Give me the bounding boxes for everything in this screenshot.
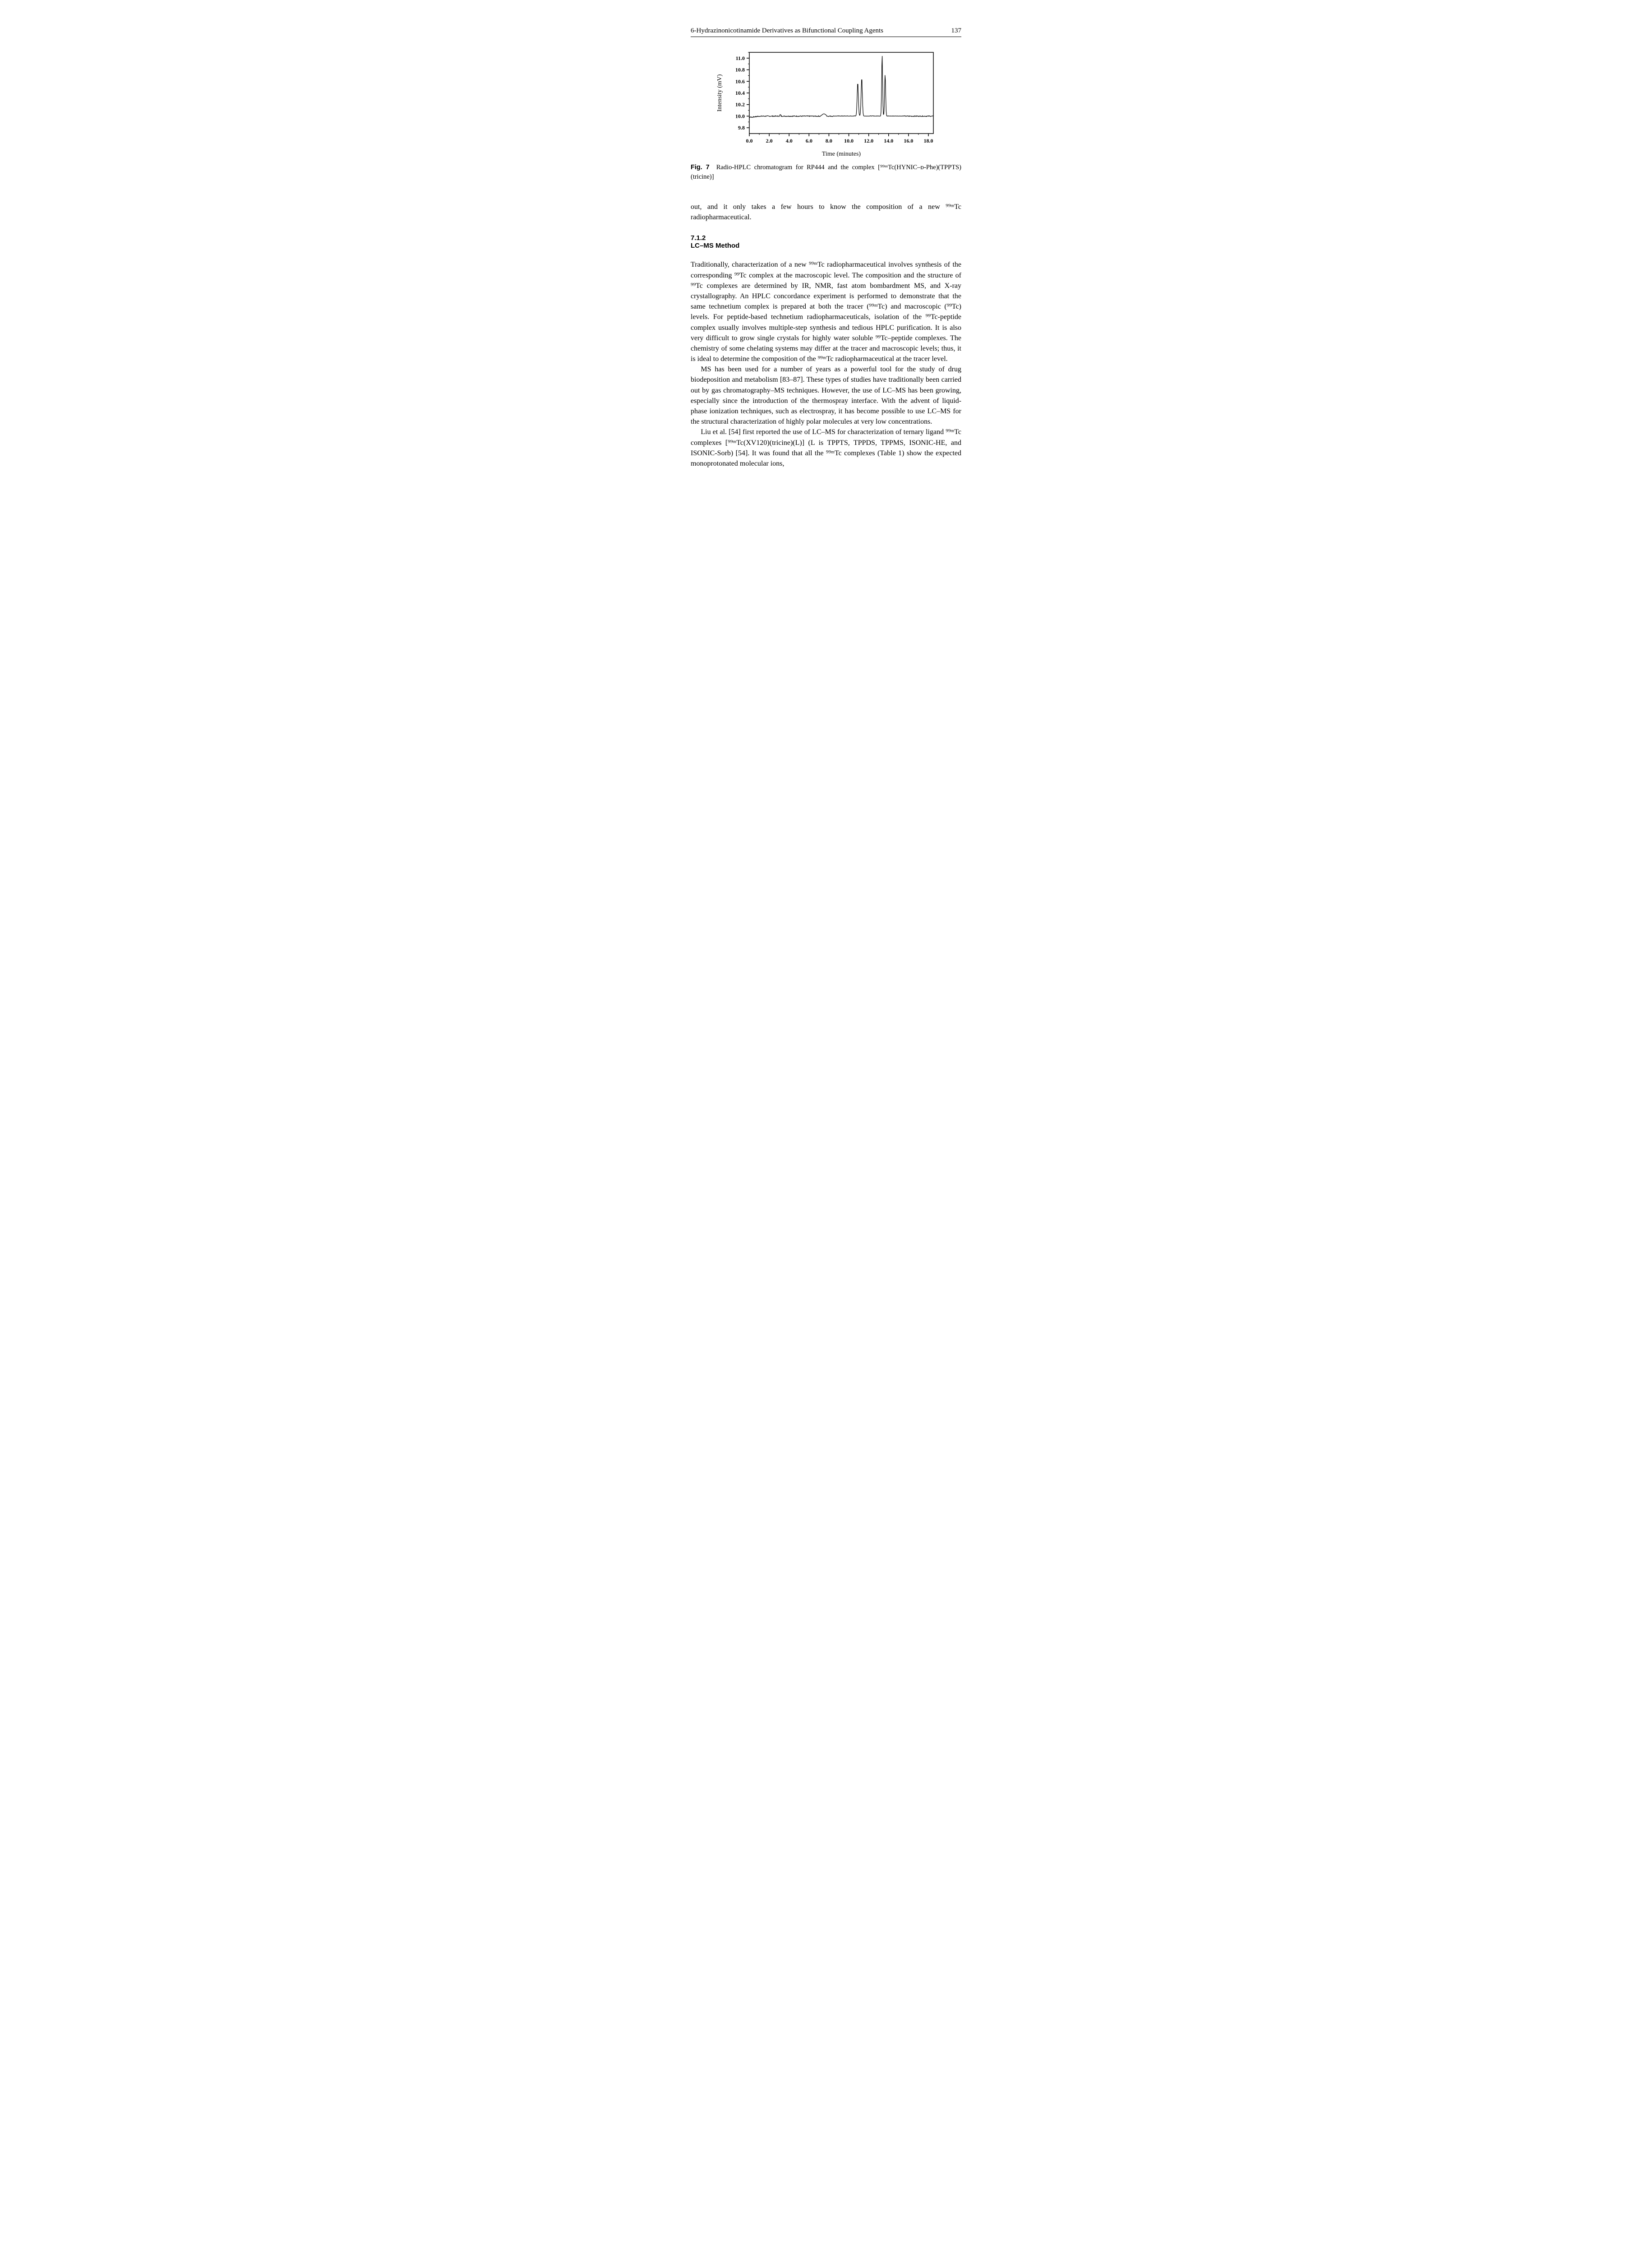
running-header: 6-Hydrazinonicotinamide Derivatives as B… [691,27,961,37]
svg-text:10.2: 10.2 [735,102,745,108]
figure-caption-text: Radio-HPLC chromatogram for RP444 and th… [691,164,961,180]
paragraph-1: Traditionally, characterization of a new… [691,259,961,364]
svg-text:2.0: 2.0 [766,138,773,144]
figure-7-caption: Fig. 7 Radio-HPLC chromatogram for RP444… [691,163,961,182]
svg-text:14.0: 14.0 [884,138,893,144]
continuation-paragraph: out, and it only takes a few hours to kn… [691,202,961,222]
chromatogram-svg: 9.8 10.0 10.2 10.4 10.6 10.8 11.0 0.0 2.0 4.0 6.0 8… [713,48,939,158]
running-title: 6-Hydrazinonicotinamide Derivatives as B… [691,27,883,35]
svg-text:9.8: 9.8 [738,125,745,131]
svg-text:18.0: 18.0 [923,138,933,144]
paragraph-2: MS has been used for a number of years a… [691,364,961,427]
svg-text:12.0: 12.0 [864,138,873,144]
section-title: LC–MS Method [691,242,961,250]
svg-text:10.6: 10.6 [735,78,745,84]
svg-text:10.0: 10.0 [844,138,854,144]
svg-text:Intensity (mV): Intensity (mV) [716,74,723,111]
figure-7: 9.8 10.0 10.2 10.4 10.6 10.8 11.0 0.0 2.0 4.0 6.0 8… [691,48,961,158]
svg-text:10.8: 10.8 [735,67,745,73]
svg-text:4.0: 4.0 [786,138,793,144]
page-number: 137 [951,27,962,35]
svg-text:10.0: 10.0 [735,113,745,119]
svg-text:6.0: 6.0 [806,138,812,144]
svg-text:8.0: 8.0 [826,138,832,144]
svg-text:11.0: 11.0 [736,55,745,61]
svg-text:0.0: 0.0 [746,138,753,144]
section-number: 7.1.2 [691,234,961,242]
svg-text:Time (minutes): Time (minutes) [822,151,861,157]
svg-text:16.0: 16.0 [904,138,913,144]
svg-text:10.4: 10.4 [735,90,745,96]
paragraph-3: Liu et al. [54] first reported the use o… [691,427,961,469]
figure-label: Fig. 7 [691,164,710,171]
